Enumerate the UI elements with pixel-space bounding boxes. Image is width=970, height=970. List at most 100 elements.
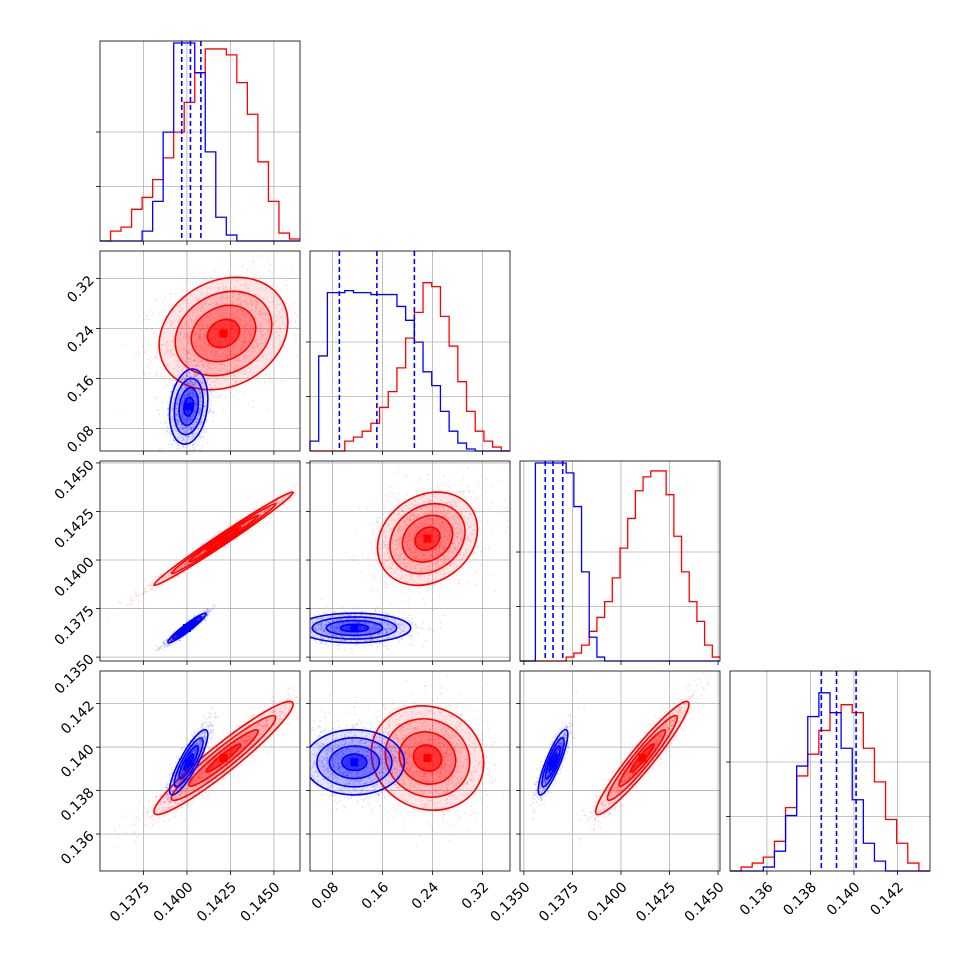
sample-point xyxy=(257,360,259,362)
sample-point xyxy=(239,348,242,350)
sample-point xyxy=(187,428,189,431)
sample-point xyxy=(183,417,186,420)
sample-point xyxy=(219,357,222,359)
sample-point xyxy=(168,634,171,637)
sample-point xyxy=(278,327,281,329)
sample-point xyxy=(181,445,184,448)
sample-point xyxy=(182,457,184,459)
sample-point xyxy=(192,394,195,396)
sample-point xyxy=(239,296,242,299)
sample-point xyxy=(182,426,185,429)
sample-point xyxy=(178,393,181,395)
sample-point xyxy=(246,323,249,325)
sample-point xyxy=(153,336,156,339)
histogram-blue xyxy=(100,42,300,242)
sample-point xyxy=(207,345,210,347)
sample-point xyxy=(245,323,248,326)
sample-point xyxy=(252,406,254,409)
sample-point xyxy=(240,284,243,286)
sample-point xyxy=(325,468,327,470)
sample-point xyxy=(241,340,243,343)
sample-point xyxy=(166,341,169,343)
sample-point xyxy=(210,350,213,353)
sample-point xyxy=(199,329,202,332)
sample-point xyxy=(215,350,218,353)
sample-point xyxy=(192,391,195,394)
sample-point xyxy=(237,293,240,296)
sample-point xyxy=(277,310,279,313)
sample-point xyxy=(189,381,192,383)
sample-point xyxy=(224,349,226,352)
sample-point xyxy=(173,430,175,432)
sample-point xyxy=(166,425,169,428)
sample-point xyxy=(218,350,221,353)
sample-point xyxy=(231,301,234,303)
sample-point xyxy=(238,293,241,296)
sample-point xyxy=(261,287,263,289)
sample-point xyxy=(191,391,194,394)
sample-point xyxy=(205,316,207,319)
sample-point xyxy=(189,394,191,397)
sample-point xyxy=(231,295,234,298)
sample-point xyxy=(284,268,287,270)
sample-point xyxy=(136,351,139,354)
sample-point xyxy=(200,420,203,423)
sample-point xyxy=(206,367,209,370)
sample-point xyxy=(293,302,296,305)
sample-point xyxy=(154,575,157,578)
sample-point xyxy=(240,349,243,351)
sample-point xyxy=(245,301,248,304)
sample-point xyxy=(206,441,209,444)
sample-point xyxy=(194,413,196,415)
sample-point xyxy=(244,355,247,358)
sample-point xyxy=(209,276,212,279)
sample-point xyxy=(141,370,144,373)
sample-point xyxy=(192,390,195,393)
sample-point xyxy=(245,351,248,354)
sample-point xyxy=(252,327,255,330)
sample-point xyxy=(192,412,195,414)
sample-point xyxy=(168,341,171,343)
sample-point xyxy=(132,599,135,602)
sample-point xyxy=(268,0,270,1)
sample-point xyxy=(185,350,188,352)
sample-point xyxy=(183,377,186,380)
sample-point xyxy=(222,353,225,355)
sample-point xyxy=(164,348,167,351)
sample-point xyxy=(234,353,237,355)
sample-point xyxy=(210,393,213,396)
sample-point xyxy=(186,351,189,354)
sample-point xyxy=(198,350,201,353)
sample-point xyxy=(193,413,196,416)
sample-point xyxy=(189,416,192,419)
sample-point xyxy=(250,300,253,303)
sample-point xyxy=(201,431,204,434)
sample-point xyxy=(195,348,198,350)
sample-point xyxy=(163,354,166,356)
sample-point xyxy=(230,354,233,357)
sample-point xyxy=(181,412,184,414)
sample-point xyxy=(187,438,190,441)
sample-point xyxy=(195,318,198,321)
sample-point xyxy=(222,311,225,314)
sample-point xyxy=(254,306,257,308)
sample-point xyxy=(240,311,243,313)
sample-point xyxy=(249,327,252,330)
sample-point xyxy=(184,435,187,438)
sample-point xyxy=(184,441,187,444)
sample-point xyxy=(245,317,248,319)
sample-point xyxy=(208,304,210,306)
sample-point xyxy=(173,452,175,454)
sample-point xyxy=(249,511,252,514)
sample-point xyxy=(228,267,230,270)
sample-point xyxy=(269,264,272,266)
sample-point xyxy=(227,356,229,359)
sample-point xyxy=(205,340,208,343)
sample-point xyxy=(187,352,190,354)
sample-point xyxy=(193,379,196,382)
sample-point xyxy=(312,483,314,485)
sample-point xyxy=(239,338,242,341)
sample-point xyxy=(228,316,231,318)
sample-point xyxy=(176,401,179,403)
sample-point xyxy=(192,359,195,362)
